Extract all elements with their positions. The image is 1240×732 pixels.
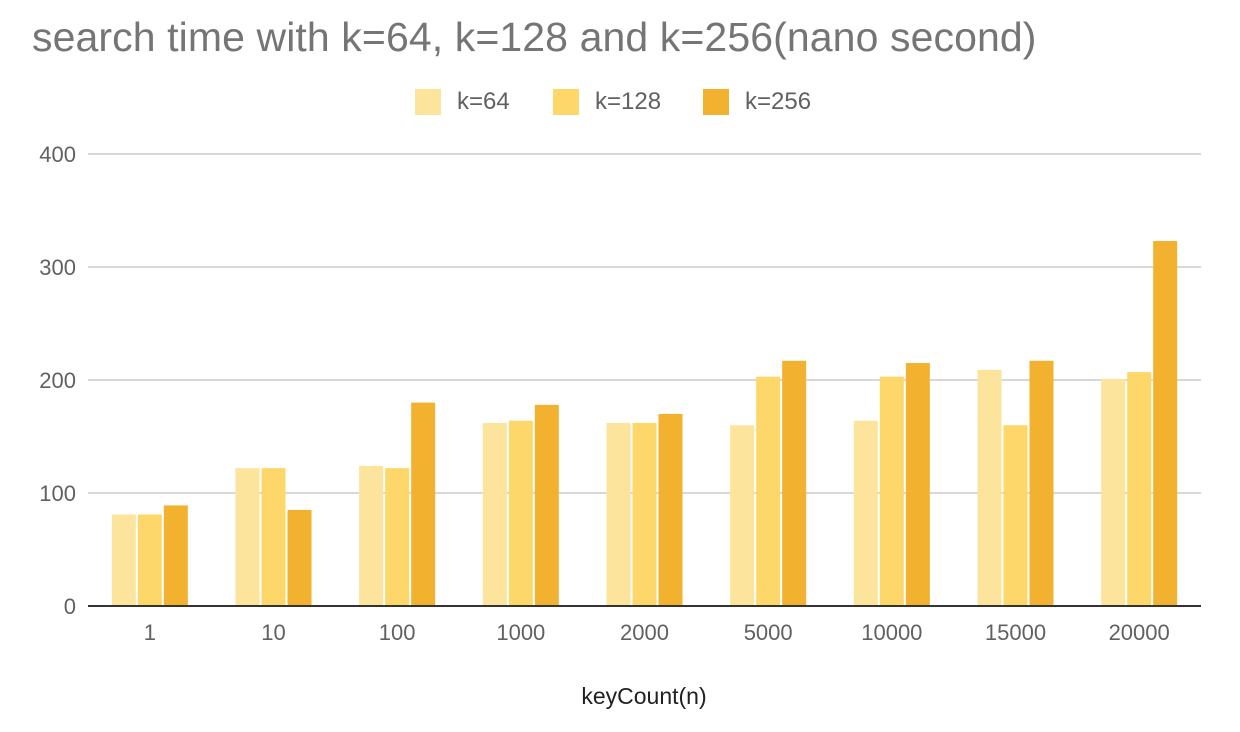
legend-item-k64: k=64 [415,86,510,118]
y-tick-label: 0 [64,594,76,619]
x-tick-label: 10000 [861,620,922,645]
y-tick-label: 200 [39,368,76,393]
bar-k256-10000 [905,363,930,606]
y-tick-label: 300 [39,255,76,280]
legend-label-k64: k=64 [457,88,510,115]
bar-k256-10 [287,509,312,606]
x-tick-label: 1000 [496,620,545,645]
bar-k128-20000 [1127,372,1152,606]
bar-k128-1 [137,514,162,606]
bar-k64-10 [235,468,260,606]
bar-k256-1000 [534,404,559,606]
bar-k256-100 [411,402,436,606]
y-tick-label: 400 [39,142,76,167]
bar-k128-5000 [756,376,781,606]
bar-k64-10000 [853,420,878,606]
bar-k256-2000 [658,413,683,606]
bar-k128-100 [385,468,410,606]
legend-swatch-k256 [703,89,729,115]
bar-k64-1000 [482,422,507,606]
bar-k64-100 [359,465,384,606]
legend-label-k256: k=256 [745,88,812,115]
bar-k128-2000 [632,422,657,606]
bar-k128-1000 [508,420,533,606]
chart-title: search time with k=64, k=128 and k=256(n… [32,14,1037,60]
x-tick-labels: 1 10 100 1000 2000 5000 10000 15000 20000 [144,620,1170,645]
bar-k128-10000 [879,376,904,606]
bar-k256-5000 [782,360,807,606]
x-axis-title: keyCount(n) [581,683,706,709]
bar-k256-1 [163,505,188,606]
y-tick-labels: 0 100 200 300 400 [39,142,76,619]
legend-swatch-k64 [415,89,441,115]
x-tick-label: 5000 [744,620,793,645]
x-tick-label: 100 [379,620,416,645]
y-tick-label: 100 [39,481,76,506]
legend-item-k128: k=128 [553,86,661,118]
bar-k256-15000 [1029,360,1054,606]
bar-k256-20000 [1153,241,1178,606]
bar-k64-2000 [606,422,631,606]
bar-k64-15000 [977,369,1002,606]
bars [111,241,1178,606]
x-tick-label: 2000 [620,620,669,645]
x-tick-label: 10 [261,620,285,645]
bar-k128-10 [261,468,286,606]
x-tick-label: 20000 [1109,620,1170,645]
legend-item-k256: k=256 [703,86,811,118]
bar-k128-15000 [1003,425,1028,606]
legend: k=64 k=128 k=256 [0,86,1240,118]
x-tick-label: 15000 [985,620,1046,645]
bar-k64-20000 [1101,378,1126,606]
x-tick-label: 1 [144,620,156,645]
legend-swatch-k128 [553,89,579,115]
bar-k64-5000 [730,425,755,606]
bar-k64-1 [111,514,136,606]
legend-label-k128: k=128 [595,88,662,115]
